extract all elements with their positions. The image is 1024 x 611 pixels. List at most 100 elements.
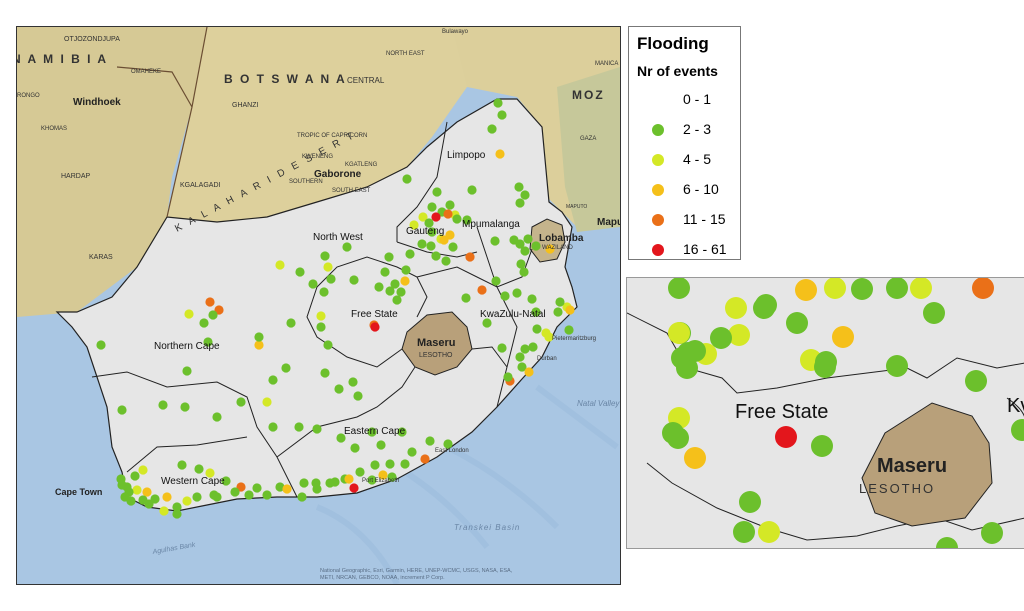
flood-event-marker xyxy=(725,297,747,319)
namibia-land xyxy=(17,27,207,317)
main-map-dots xyxy=(96,98,575,519)
flood-event-marker xyxy=(420,454,430,464)
inset-label-kwazulu-partial: Kv xyxy=(1007,395,1024,417)
label-durban: Durban xyxy=(537,356,557,362)
flood-event-marker xyxy=(96,340,106,350)
main-map[interactable]: N A M I B I A OTJOZONDJUPA OMAHEKE Windh… xyxy=(16,26,621,585)
flood-event-marker xyxy=(733,521,755,543)
flood-event-marker xyxy=(409,220,419,230)
flood-event-marker xyxy=(668,278,690,299)
flood-event-marker xyxy=(326,274,336,284)
legend-item: 4 - 5 xyxy=(629,149,739,171)
flood-event-marker xyxy=(376,440,386,450)
flood-event-marker xyxy=(385,459,395,469)
flood-event-marker xyxy=(342,242,352,252)
attribution-line-2: METI, NRCAN, GEBCO, NOAA, increment P Co… xyxy=(320,575,445,581)
flood-event-marker xyxy=(144,499,154,509)
label-western-cape: Western Cape xyxy=(161,476,225,487)
flood-event-marker xyxy=(441,256,451,266)
flood-event-marker xyxy=(312,424,322,434)
flood-event-marker xyxy=(1011,419,1024,441)
flood-event-marker xyxy=(282,484,292,494)
flood-event-marker xyxy=(417,239,427,249)
flood-event-marker xyxy=(323,340,333,350)
label-otjozondjupa: OTJOZONDJUPA xyxy=(64,36,120,43)
flood-event-marker xyxy=(564,325,574,335)
label-central: CENTRAL xyxy=(347,76,385,85)
flood-event-marker xyxy=(378,470,388,480)
label-gaborone: Gaborone xyxy=(314,169,362,180)
inset-map[interactable]: Free State Maseru LESOTHO Kv xyxy=(626,277,1024,549)
flood-event-marker xyxy=(517,362,527,372)
flood-event-marker xyxy=(401,265,411,275)
flood-event-marker xyxy=(565,305,575,315)
flood-event-marker xyxy=(380,267,390,277)
flood-event-marker xyxy=(320,368,330,378)
flood-event-marker xyxy=(268,422,278,432)
label-southern: SOUTHERN xyxy=(289,179,323,185)
flood-event-marker xyxy=(972,278,994,299)
flood-event-marker xyxy=(758,521,780,543)
flood-event-marker xyxy=(886,355,908,377)
legend-label: 11 - 15 xyxy=(683,211,726,227)
inset-boundary-east xyxy=(1006,397,1024,417)
flood-event-marker xyxy=(370,460,380,470)
legend-item: 2 - 3 xyxy=(629,119,739,141)
flood-event-marker xyxy=(194,464,204,474)
flood-event-marker xyxy=(814,356,836,378)
flood-event-marker xyxy=(465,252,475,262)
flood-event-marker xyxy=(138,465,148,475)
flood-event-marker xyxy=(515,239,525,249)
inset-map-dots xyxy=(662,278,1024,548)
flood-event-marker xyxy=(336,433,346,443)
label-limpopo: Limpopo xyxy=(447,150,486,161)
flood-event-marker xyxy=(387,472,397,482)
flood-event-marker xyxy=(205,468,215,478)
flood-event-marker xyxy=(244,490,254,500)
flood-event-marker xyxy=(384,252,394,262)
flood-event-marker xyxy=(667,427,689,449)
attribution-line-1: National Geographic, Esri, Garmin, HERE,… xyxy=(320,568,513,574)
label-kgatleng: KGATLENG xyxy=(345,162,378,168)
flood-event-marker xyxy=(230,487,240,497)
flood-event-marker xyxy=(851,278,873,300)
flood-event-marker xyxy=(684,447,706,469)
label-east-london: East London xyxy=(435,448,469,454)
label-bulawayo: Bulawayo xyxy=(442,29,469,35)
flood-event-marker xyxy=(520,246,530,256)
legend-item: 16 - 61 xyxy=(629,239,739,261)
legend-title: Flooding xyxy=(637,34,709,53)
flood-event-marker xyxy=(811,435,833,457)
flood-event-marker xyxy=(424,218,434,228)
south-africa-map[interactable]: N A M I B I A OTJOZONDJUPA OMAHEKE Windh… xyxy=(17,27,620,584)
label-moz: MOZ xyxy=(572,88,605,102)
flood-event-marker xyxy=(319,287,329,297)
flood-event-marker xyxy=(544,332,554,342)
flood-event-marker xyxy=(487,124,497,134)
legend-label: 6 - 10 xyxy=(683,181,719,197)
flood-event-marker xyxy=(452,214,462,224)
label-gauteng: Gauteng xyxy=(406,226,444,237)
legend-swatch xyxy=(652,184,664,196)
label-windhoek: Windhoek xyxy=(73,97,121,108)
inset-lesotho-land xyxy=(861,402,993,527)
legend-swatch xyxy=(652,124,664,136)
label-botswana: B O T S W A N A xyxy=(224,72,347,86)
inset-zoom-map[interactable]: Free State Maseru LESOTHO Kv xyxy=(627,278,1024,548)
flood-event-marker xyxy=(477,285,487,295)
flood-event-marker xyxy=(374,282,384,292)
inset-label-lesotho: LESOTHO xyxy=(859,481,935,496)
inset-label-free-state: Free State xyxy=(735,401,828,423)
flood-event-marker xyxy=(286,318,296,328)
flood-event-marker xyxy=(832,326,854,348)
flood-event-marker xyxy=(221,476,231,486)
flood-event-marker xyxy=(268,375,278,385)
flood-event-marker xyxy=(320,251,330,261)
flood-event-marker xyxy=(159,506,169,516)
flood-event-marker xyxy=(294,422,304,432)
flood-event-marker xyxy=(407,447,417,457)
flood-event-marker xyxy=(180,402,190,412)
flood-event-marker xyxy=(519,267,529,277)
flood-event-marker xyxy=(514,182,524,192)
flood-event-marker xyxy=(524,367,534,377)
